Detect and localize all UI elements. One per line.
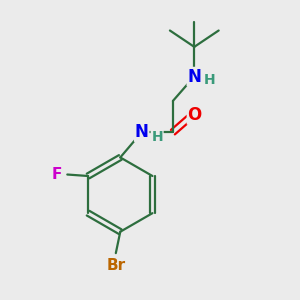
Text: H: H: [204, 73, 216, 87]
Text: F: F: [52, 167, 62, 182]
Text: N: N: [135, 123, 148, 141]
Text: N: N: [187, 68, 201, 85]
Text: H: H: [151, 130, 163, 144]
Text: Br: Br: [106, 259, 125, 274]
Text: O: O: [188, 106, 202, 124]
